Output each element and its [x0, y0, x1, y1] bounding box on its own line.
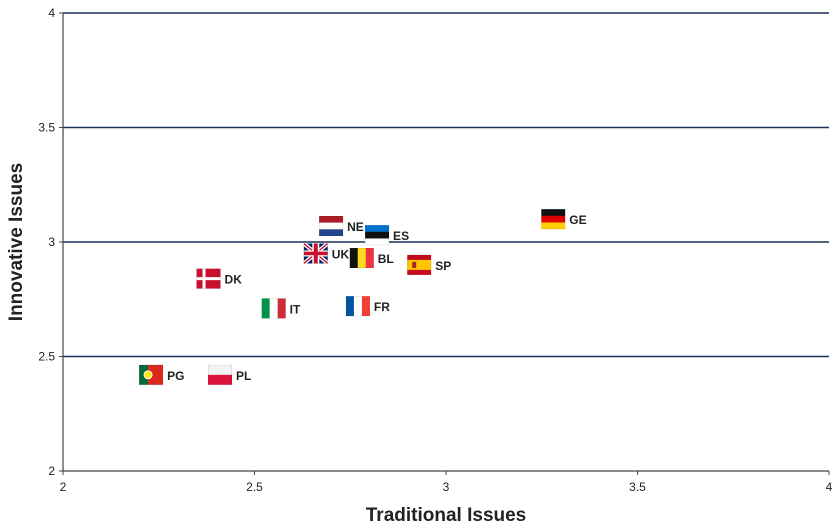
- x-tick-label: 3: [443, 480, 450, 494]
- point-label: BL: [378, 252, 394, 266]
- flag-icon: [349, 248, 374, 269]
- point-label: UK: [332, 247, 350, 261]
- point-label: FR: [374, 300, 390, 314]
- flag-icon: [541, 209, 566, 230]
- point-label: PG: [167, 369, 184, 383]
- y-tick-label: 2: [48, 464, 55, 478]
- point-ne: NE: [319, 215, 364, 236]
- y-tick-label: 2.5: [38, 350, 55, 364]
- flag-icon: [303, 243, 328, 264]
- x-tick-label: 2.5: [246, 480, 263, 494]
- y-axis-title: Innovative Issues: [6, 163, 27, 321]
- data-points: NE ES UK BL SP GE DK IT FR PG PL: [139, 209, 587, 385]
- y-tick-label: 4: [48, 6, 55, 20]
- x-tick-labels: 2 2.5 3 3.5 4: [60, 471, 833, 494]
- point-uk: UK: [303, 243, 350, 264]
- flag-icon: [196, 268, 221, 289]
- x-tick-label: 2: [60, 480, 67, 494]
- point-it: IT: [261, 298, 301, 319]
- flag-icon: [407, 254, 432, 275]
- flag-icon: [261, 298, 286, 319]
- point-dk: DK: [196, 268, 243, 289]
- x-tick-label: 3.5: [629, 480, 646, 494]
- point-pl: PL: [208, 364, 251, 385]
- point-label: NE: [347, 220, 364, 234]
- flag-icon: [208, 364, 233, 385]
- x-axis-title: Traditional Issues: [366, 505, 527, 526]
- point-label: PL: [236, 369, 251, 383]
- grid-lines: [63, 12, 829, 358]
- y-tick-labels: 2 2.5 3 3.5 4: [38, 6, 63, 478]
- point-pg: PG: [139, 364, 184, 385]
- x-tick-label: 4: [826, 480, 833, 494]
- point-ge: GE: [541, 209, 587, 230]
- point-label: SP: [435, 259, 451, 273]
- flag-icon: [365, 225, 390, 246]
- point-label: IT: [290, 302, 301, 316]
- point-label: DK: [225, 273, 243, 287]
- point-sp: SP: [407, 254, 451, 275]
- flag-icon: [139, 364, 164, 385]
- point-label: ES: [393, 229, 409, 243]
- flag-icon: [345, 296, 370, 317]
- y-tick-label: 3: [48, 235, 55, 249]
- flag-icon: [319, 215, 344, 236]
- y-tick-label: 3.5: [38, 121, 55, 135]
- point-es: ES: [365, 225, 409, 246]
- point-fr: FR: [345, 296, 390, 317]
- point-bl: BL: [349, 248, 394, 269]
- point-label: GE: [569, 213, 586, 227]
